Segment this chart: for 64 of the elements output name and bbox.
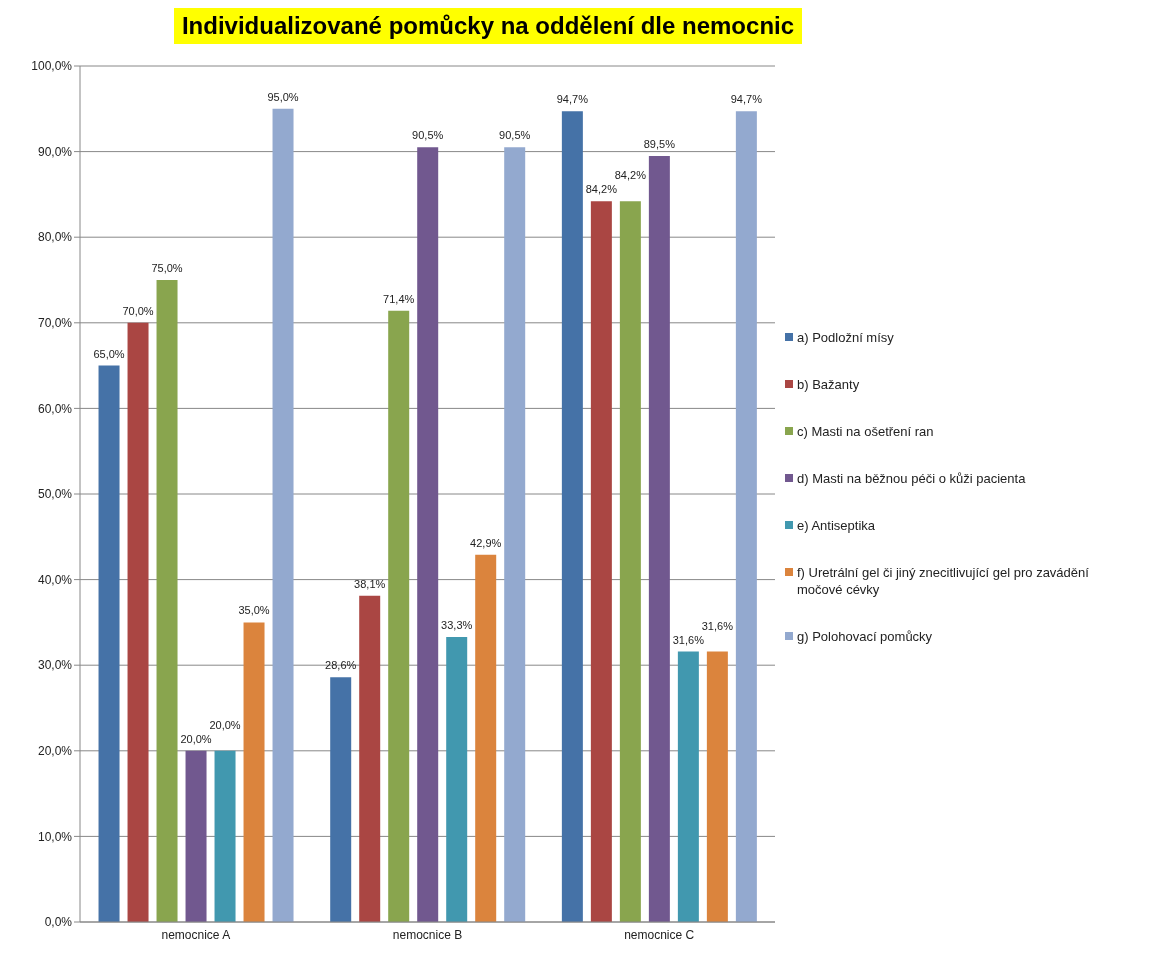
data-label: 28,6% [325,659,357,672]
bar [214,750,236,922]
bar [648,155,670,922]
data-label: 65,0% [93,347,125,360]
y-tick-label: 80,0% [37,230,73,245]
bar [590,201,612,922]
y-tick-label: 70,0% [37,316,73,331]
data-label: 42,9% [470,536,502,549]
data-label: 84,2% [614,169,647,182]
y-tick-label: 0,0% [44,915,73,930]
data-label: 20,0% [209,718,241,731]
legend-label: c) Masti na ošetření ran [797,423,934,440]
bar [561,111,583,922]
bar [504,147,526,922]
data-label: 75,0% [151,262,183,274]
data-label: 84,2% [585,183,618,196]
legend-label: g) Polohovací pomůcky [797,628,933,645]
bar [127,322,149,922]
y-tick-label: 60,0% [37,401,73,416]
data-label: 31,6% [672,633,705,646]
bar [388,310,410,922]
chart-title: Individualizované pomůcky na oddělení dle nemocnic [173,8,803,44]
data-label: 89,5% [643,137,676,150]
x-tick-label: nemocnice C [624,927,695,942]
bar [272,108,294,922]
y-tick-label: 30,0% [37,658,73,673]
legend-label: b) Bažanty [797,376,860,393]
bar [156,280,178,922]
bar [446,636,468,922]
y-tick-label: 40,0% [37,572,73,587]
data-label: 33,3% [441,618,473,631]
legend-label: e) Antiseptika [797,517,876,534]
legend-label: f) Uretrální gel či jiný znecitlivující gel pro zavádění močové cévky [797,564,1090,598]
data-label: 95,0% [267,90,299,103]
data-label: 94,7% [556,93,589,106]
y-tick-label: 20,0% [37,744,73,759]
data-label: 90,5% [499,129,531,142]
data-label: 31,6% [701,619,734,632]
bar [677,651,699,922]
y-tick-label: 50,0% [37,487,73,502]
data-label: 94,7% [730,93,763,106]
bar [98,365,120,922]
bar [706,651,728,922]
data-label: 71,4% [383,292,415,305]
bar [243,622,265,922]
data-label: 20,0% [180,732,212,745]
bar [330,677,352,922]
legend-label: a) Podložní mísy [797,329,894,346]
y-tick-label: 100,0% [31,59,73,74]
x-tick-label: nemocnice A [161,927,231,942]
data-label: 70,0% [122,304,154,317]
bar [735,111,757,922]
x-tick-label: nemocnice B [392,927,463,942]
bar [417,147,439,922]
data-label: 38,1% [354,577,386,590]
bar [185,750,207,922]
bar [475,554,497,922]
y-tick-label: 10,0% [37,829,73,844]
y-tick-label: 90,0% [37,144,73,159]
bar [359,595,381,922]
bar [619,201,641,922]
data-label: 35,0% [238,604,270,617]
legend-label: d) Masti na běžnou péči o kůži pacienta [797,470,1026,487]
data-label: 90,5% [412,129,444,142]
